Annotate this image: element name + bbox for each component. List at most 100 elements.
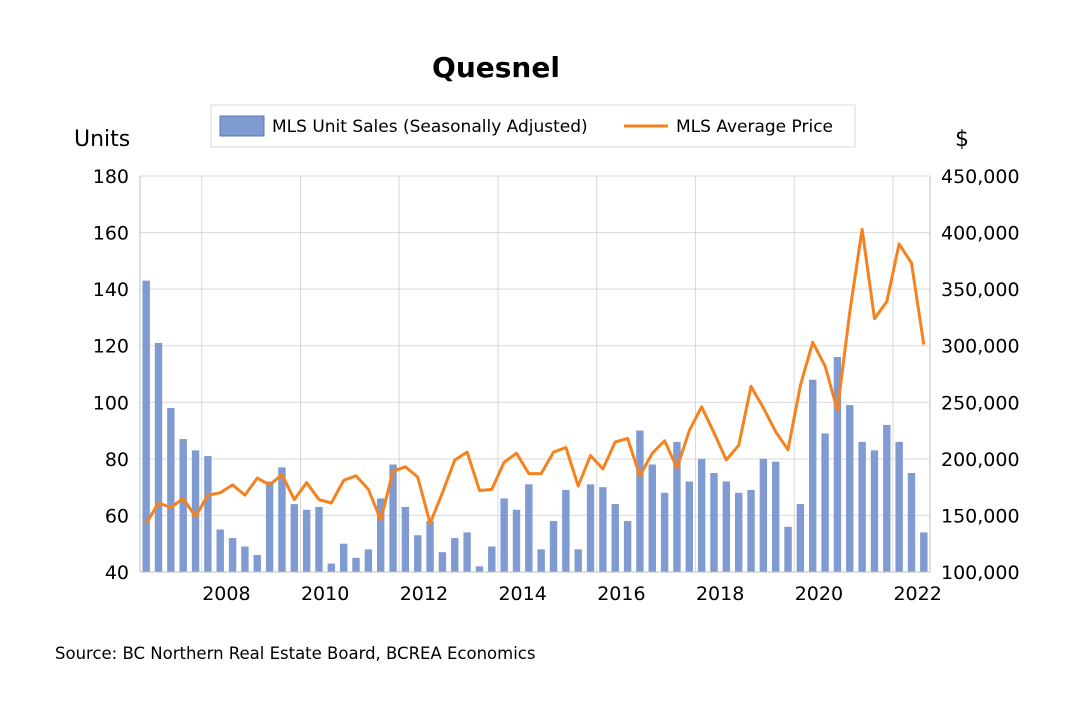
bar: [352, 557, 360, 572]
bar: [673, 441, 681, 572]
x-tick-label: 2018: [696, 583, 744, 605]
y-left-tick-label: 60: [105, 505, 129, 527]
legend-bars-label: MLS Unit Sales (Seasonally Adjusted): [272, 117, 588, 137]
bar: [611, 504, 619, 572]
bar: [278, 467, 286, 572]
bar: [339, 543, 348, 572]
bar: [722, 481, 731, 572]
legend-box: [210, 104, 856, 148]
bar: [389, 464, 397, 572]
bar: [870, 450, 879, 572]
y-left-tick-label: 180: [93, 166, 129, 188]
x-tick-label: 2012: [400, 583, 448, 605]
y-right-axis-title: $: [955, 127, 969, 152]
x-tick-label: 2008: [202, 583, 250, 605]
bar: [549, 521, 558, 572]
bar: [784, 526, 792, 572]
bar: [228, 538, 237, 572]
y-right-tick-label: 350,000: [941, 279, 1020, 301]
bar: [895, 441, 903, 572]
bar: [920, 532, 928, 572]
bar: [537, 549, 545, 572]
bar: [500, 498, 508, 572]
bar: [636, 430, 644, 572]
x-tick-label: 2010: [301, 583, 349, 605]
bar: [488, 546, 496, 572]
bar: [191, 450, 200, 572]
bar: [562, 489, 570, 572]
bar: [401, 506, 410, 572]
legend-line-label: MLS Average Price: [676, 117, 833, 137]
x-tick-label: 2016: [597, 583, 645, 605]
bar-series: [142, 280, 928, 572]
bar: [599, 487, 607, 572]
bar: [327, 563, 336, 572]
bar: [463, 532, 471, 572]
bar: [364, 549, 373, 572]
bar: [833, 357, 842, 572]
y-left-axis-title: Units: [74, 127, 130, 152]
bar: [204, 456, 212, 572]
x-tick-label: 2014: [498, 583, 546, 605]
bar: [426, 521, 434, 572]
y-left-tick-label: 80: [105, 449, 129, 471]
bar: [290, 504, 298, 572]
legend-bar-swatch: [219, 115, 265, 137]
bar: [710, 473, 718, 572]
bar: [475, 566, 484, 572]
y-left-tick-label: 140: [93, 279, 129, 301]
bar: [512, 509, 521, 572]
bar: [216, 529, 224, 572]
source-note: Source: BC Northern Real Estate Board, B…: [55, 644, 535, 663]
axes: 180 160 140 120 100 80 60 40 450,000 400,000 350,0…: [93, 166, 1020, 605]
y-left-tick-label: 120: [93, 336, 129, 358]
bar: [759, 458, 768, 572]
bar: [809, 379, 817, 572]
bar: [438, 552, 447, 572]
bar: [167, 407, 175, 572]
price-line: [144, 227, 926, 525]
y-left-tick-label: 40: [105, 562, 129, 584]
bar: [883, 424, 891, 572]
chart-title: Quesnel: [432, 51, 560, 84]
bar: [846, 405, 854, 572]
bar: [734, 492, 743, 572]
bar: [253, 555, 261, 572]
y-right-tick-label: 150,000: [941, 505, 1020, 527]
x-tick-label: 2022: [893, 583, 941, 605]
bar: [685, 481, 693, 572]
bar: [747, 489, 755, 572]
y-right-tick-label: 200,000: [941, 449, 1020, 471]
bar: [179, 439, 187, 572]
bar: [574, 549, 582, 572]
y-left-tick-label: 100: [93, 392, 129, 414]
legend: MLS Unit Sales (Seasonally Adjusted) MLS…: [210, 104, 856, 148]
bar: [821, 433, 829, 572]
bar: [525, 484, 533, 572]
bar: [451, 538, 459, 572]
bar: [154, 342, 163, 572]
bar: [586, 484, 595, 572]
bar: [414, 535, 422, 572]
y-right-tick-label: 300,000: [941, 336, 1020, 358]
bar: [660, 492, 669, 572]
y-left-tick-label: 160: [93, 223, 129, 245]
bar: [697, 458, 706, 572]
bar: [858, 441, 866, 572]
bar: [377, 498, 385, 572]
bar: [241, 546, 249, 572]
bar: [265, 481, 274, 572]
y-right-tick-label: 400,000: [941, 223, 1020, 245]
y-right-tick-label: 100,000: [941, 562, 1020, 584]
y-right-tick-label: 250,000: [941, 392, 1020, 414]
bar: [142, 280, 150, 572]
x-tick-label: 2020: [795, 583, 843, 605]
bar: [302, 509, 311, 572]
y-right-tick-label: 450,000: [941, 166, 1020, 188]
bar: [907, 473, 916, 572]
bar: [623, 521, 632, 572]
bar: [796, 504, 805, 572]
bar: [315, 506, 323, 572]
bar: [648, 464, 656, 572]
